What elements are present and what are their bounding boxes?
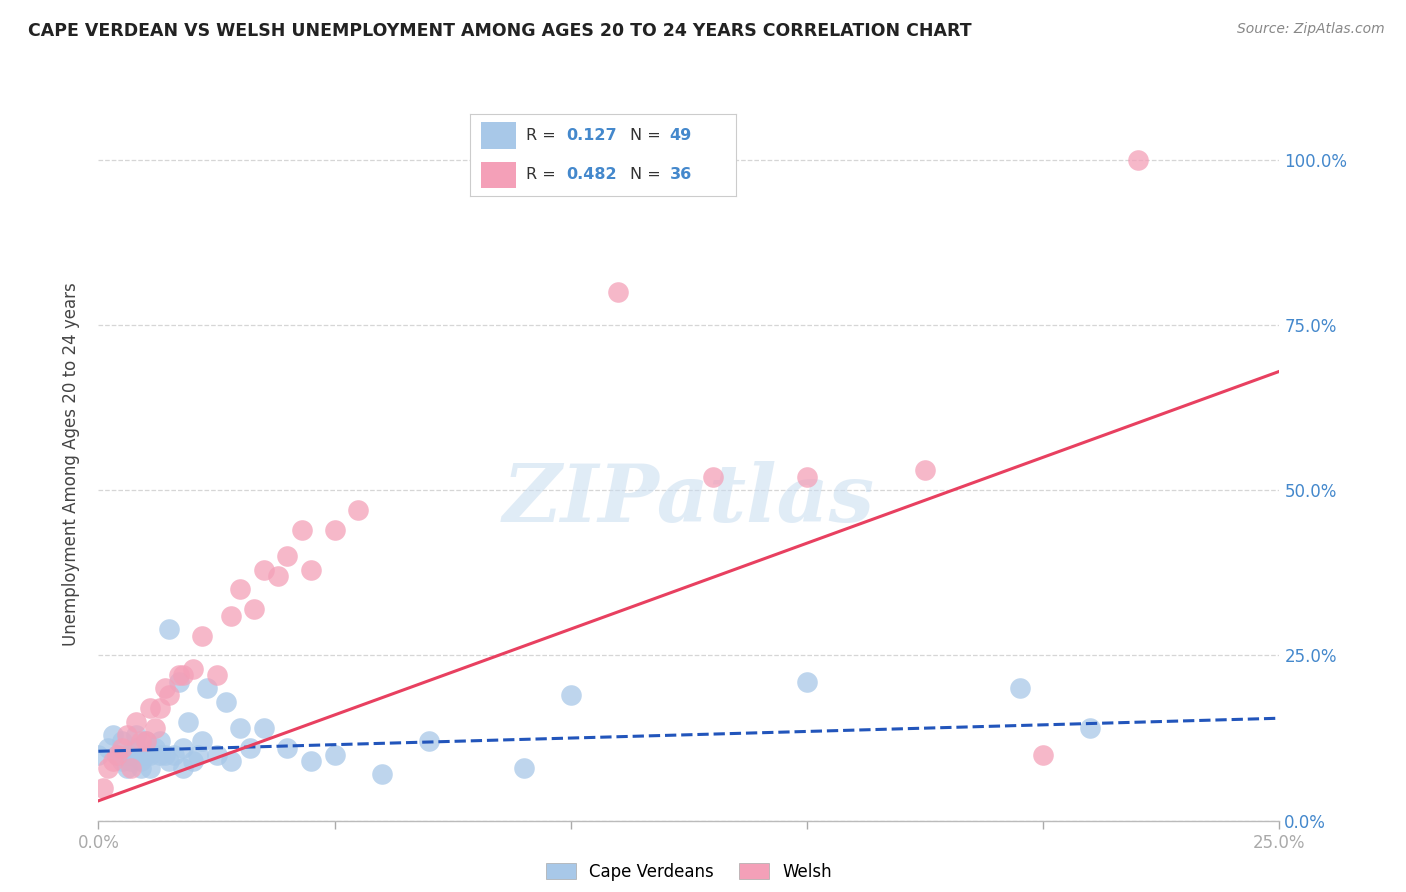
Point — [91, 780, 114, 795]
Point — [121, 754, 143, 768]
Point — [267, 569, 290, 583]
Point — [101, 728, 124, 742]
Point — [229, 582, 252, 597]
Text: Source: ZipAtlas.com: Source: ZipAtlas.com — [1237, 22, 1385, 37]
Point — [1080, 721, 1102, 735]
Point — [253, 563, 276, 577]
Point — [253, 721, 276, 735]
Point — [177, 714, 200, 729]
Point — [129, 754, 152, 768]
Point — [1126, 153, 1149, 167]
Point — [229, 721, 252, 735]
Point — [219, 608, 242, 623]
Point — [796, 470, 818, 484]
Point — [299, 563, 322, 577]
Point — [111, 741, 134, 756]
Legend: Cape Verdeans, Welsh: Cape Verdeans, Welsh — [540, 856, 838, 888]
Point — [323, 747, 346, 762]
Point — [115, 728, 138, 742]
Point — [172, 741, 194, 756]
Point — [135, 747, 157, 762]
Point — [97, 761, 120, 775]
Point — [143, 741, 166, 756]
Point — [129, 734, 152, 748]
Point — [153, 681, 176, 696]
Point — [125, 741, 148, 756]
Point — [149, 747, 172, 762]
Point — [914, 463, 936, 477]
Point — [121, 761, 143, 775]
Point — [172, 668, 194, 682]
Point — [512, 761, 534, 775]
Point — [219, 754, 242, 768]
Text: CAPE VERDEAN VS WELSH UNEMPLOYMENT AMONG AGES 20 TO 24 YEARS CORRELATION CHART: CAPE VERDEAN VS WELSH UNEMPLOYMENT AMONG… — [28, 22, 972, 40]
Point — [276, 741, 298, 756]
Point — [181, 662, 204, 676]
Point — [115, 761, 138, 775]
Point — [135, 734, 157, 748]
Point — [181, 754, 204, 768]
Point — [157, 622, 180, 636]
Point — [191, 629, 214, 643]
Point — [139, 761, 162, 775]
Point — [1008, 681, 1031, 696]
Point — [121, 747, 143, 762]
Point — [195, 681, 218, 696]
Text: ZIPatlas: ZIPatlas — [503, 461, 875, 538]
Point — [125, 714, 148, 729]
Point — [299, 754, 322, 768]
Point — [187, 747, 209, 762]
Point — [276, 549, 298, 564]
Point — [239, 741, 262, 756]
Point — [323, 523, 346, 537]
Point — [1032, 747, 1054, 762]
Point — [157, 754, 180, 768]
Point — [157, 688, 180, 702]
Point — [125, 728, 148, 742]
Point — [87, 747, 110, 762]
Point — [163, 747, 186, 762]
Point — [702, 470, 724, 484]
Point — [172, 761, 194, 775]
Point — [139, 701, 162, 715]
Point — [205, 668, 228, 682]
Point — [215, 695, 238, 709]
Point — [115, 747, 138, 762]
Point — [607, 285, 630, 299]
Point — [560, 688, 582, 702]
Point — [139, 747, 162, 762]
Point — [105, 747, 128, 762]
Point — [97, 741, 120, 756]
Point — [129, 761, 152, 775]
Point — [105, 747, 128, 762]
Point — [143, 721, 166, 735]
Point — [243, 602, 266, 616]
Point — [205, 747, 228, 762]
Point — [371, 767, 394, 781]
Point — [167, 674, 190, 689]
Point — [111, 734, 134, 748]
Point — [101, 754, 124, 768]
Point — [290, 523, 312, 537]
Point — [153, 747, 176, 762]
Point — [347, 503, 370, 517]
Point — [167, 668, 190, 682]
Point — [111, 754, 134, 768]
Point — [418, 734, 440, 748]
Point — [149, 701, 172, 715]
Point — [191, 734, 214, 748]
Y-axis label: Unemployment Among Ages 20 to 24 years: Unemployment Among Ages 20 to 24 years — [62, 282, 80, 646]
Point — [149, 734, 172, 748]
Point — [135, 734, 157, 748]
Point — [796, 674, 818, 689]
